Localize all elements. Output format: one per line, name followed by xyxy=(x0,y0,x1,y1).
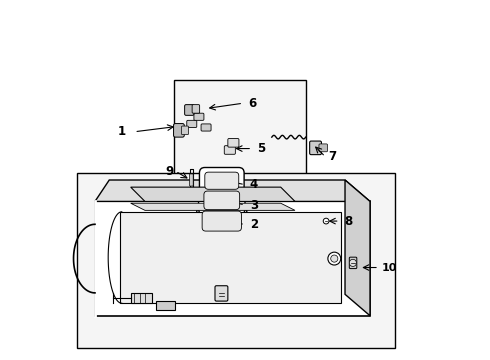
FancyBboxPatch shape xyxy=(173,123,184,137)
FancyBboxPatch shape xyxy=(199,167,244,194)
Polygon shape xyxy=(95,202,370,316)
Text: 10: 10 xyxy=(382,262,397,273)
Text: 5: 5 xyxy=(257,142,265,155)
FancyBboxPatch shape xyxy=(205,172,239,189)
FancyBboxPatch shape xyxy=(201,124,211,131)
FancyBboxPatch shape xyxy=(228,139,239,147)
Circle shape xyxy=(349,259,356,266)
Bar xyxy=(173,80,306,223)
Polygon shape xyxy=(131,187,295,202)
Polygon shape xyxy=(345,180,370,316)
FancyBboxPatch shape xyxy=(190,174,193,186)
FancyBboxPatch shape xyxy=(198,186,245,214)
Text: 4: 4 xyxy=(250,178,258,191)
FancyBboxPatch shape xyxy=(215,286,228,301)
FancyBboxPatch shape xyxy=(202,211,242,231)
FancyBboxPatch shape xyxy=(197,206,247,236)
Circle shape xyxy=(331,255,338,262)
Polygon shape xyxy=(131,293,152,303)
Circle shape xyxy=(328,252,341,265)
FancyBboxPatch shape xyxy=(349,257,357,269)
FancyBboxPatch shape xyxy=(187,120,197,127)
FancyBboxPatch shape xyxy=(319,144,327,152)
Text: 2: 2 xyxy=(250,218,258,231)
FancyBboxPatch shape xyxy=(204,191,240,210)
FancyBboxPatch shape xyxy=(192,105,199,113)
Text: 9: 9 xyxy=(166,165,174,177)
Text: 3: 3 xyxy=(250,198,258,212)
FancyBboxPatch shape xyxy=(224,146,235,154)
FancyBboxPatch shape xyxy=(185,105,194,115)
FancyBboxPatch shape xyxy=(181,126,189,135)
FancyBboxPatch shape xyxy=(310,141,321,155)
FancyBboxPatch shape xyxy=(194,113,204,120)
Circle shape xyxy=(323,218,329,224)
Text: 8: 8 xyxy=(344,215,353,228)
Polygon shape xyxy=(95,180,370,202)
Text: 7: 7 xyxy=(328,150,337,163)
Text: 6: 6 xyxy=(248,97,256,110)
Text: 1: 1 xyxy=(118,125,126,138)
Polygon shape xyxy=(120,212,342,303)
Bar xyxy=(77,173,395,348)
Polygon shape xyxy=(156,301,175,310)
Polygon shape xyxy=(131,203,295,210)
